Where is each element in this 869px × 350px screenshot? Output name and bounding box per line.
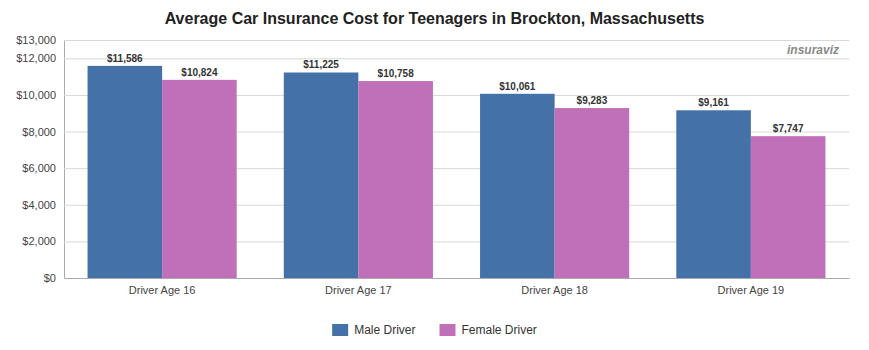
legend: Male Driver Female Driver	[332, 323, 537, 337]
x-tick: Driver Age 17	[325, 278, 392, 296]
y-tick-label: $4,000	[22, 199, 56, 211]
x-tick-label: Driver Age 16	[129, 284, 196, 296]
data-label: $9,161	[698, 97, 729, 108]
x-tick-label: Driver Age 19	[718, 284, 785, 296]
x-tick: Driver Age 19	[718, 278, 785, 296]
chart: Average Car Insurance Cost for Teenagers…	[0, 0, 869, 350]
y-tick: $12,000	[16, 52, 849, 64]
plot: $0 $2,000 $4,000 $6,000 $8,000 $10,000 $12,000…	[16, 34, 849, 296]
bar	[676, 110, 751, 278]
y-tick-label: $8,000	[22, 126, 56, 138]
y-tick-label: $12,000	[16, 52, 56, 64]
legend-label: Female Driver	[461, 323, 536, 337]
y-axis-line	[65, 41, 850, 279]
data-label: $7,747	[773, 123, 804, 134]
legend-swatch	[439, 324, 455, 336]
legend-swatch	[332, 324, 348, 336]
bar	[162, 80, 237, 278]
data-label: $10,824	[181, 67, 218, 78]
legend-label: Male Driver	[354, 323, 415, 337]
y-axis: $0 $2,000 $4,000 $6,000 $8,000 $10,000 $12,000…	[16, 34, 849, 284]
data-label: $10,061	[499, 81, 536, 92]
title: Average Car Insurance Cost for Teenagers…	[165, 10, 705, 27]
x-tick-label: Driver Age 18	[521, 284, 588, 296]
grid-line	[64, 278, 849, 279]
legend-item: Male Driver	[332, 323, 415, 337]
data-label: $9,283	[577, 95, 608, 106]
y-tick: $13,000	[16, 34, 849, 46]
y-tick-label: $10,000	[16, 89, 56, 101]
legend-item: Female Driver	[439, 323, 536, 337]
x-axis-line	[65, 278, 850, 279]
data-label: $11,225	[303, 59, 339, 70]
annotation: insuraviz	[787, 43, 839, 57]
bar	[358, 81, 433, 278]
bar	[480, 94, 555, 278]
bar	[751, 136, 826, 278]
x-tick: Driver Age 16	[129, 278, 196, 296]
y-tick-label: $6,000	[22, 162, 56, 174]
data-label: $11,586	[107, 53, 143, 64]
bar	[284, 72, 359, 278]
grid-line	[64, 40, 849, 41]
bar	[88, 66, 163, 278]
x-tick: Driver Age 18	[521, 278, 588, 296]
y-tick-label: $2,000	[22, 235, 56, 247]
y-tick-label: $0	[44, 272, 56, 284]
y-tick-label: $13,000	[16, 34, 56, 46]
data-label: $10,758	[378, 68, 415, 79]
grid-line	[64, 58, 849, 59]
data-labels: $11,586 $11,225 $10,061 $9,161 $10,824 $10,75…	[107, 53, 804, 134]
x-tick-label: Driver Age 17	[325, 284, 392, 296]
bar	[555, 108, 630, 278]
bars	[88, 66, 826, 278]
x-axis: Driver Age 16 Driver Age 17 Driver Age 18 D…	[65, 278, 850, 296]
